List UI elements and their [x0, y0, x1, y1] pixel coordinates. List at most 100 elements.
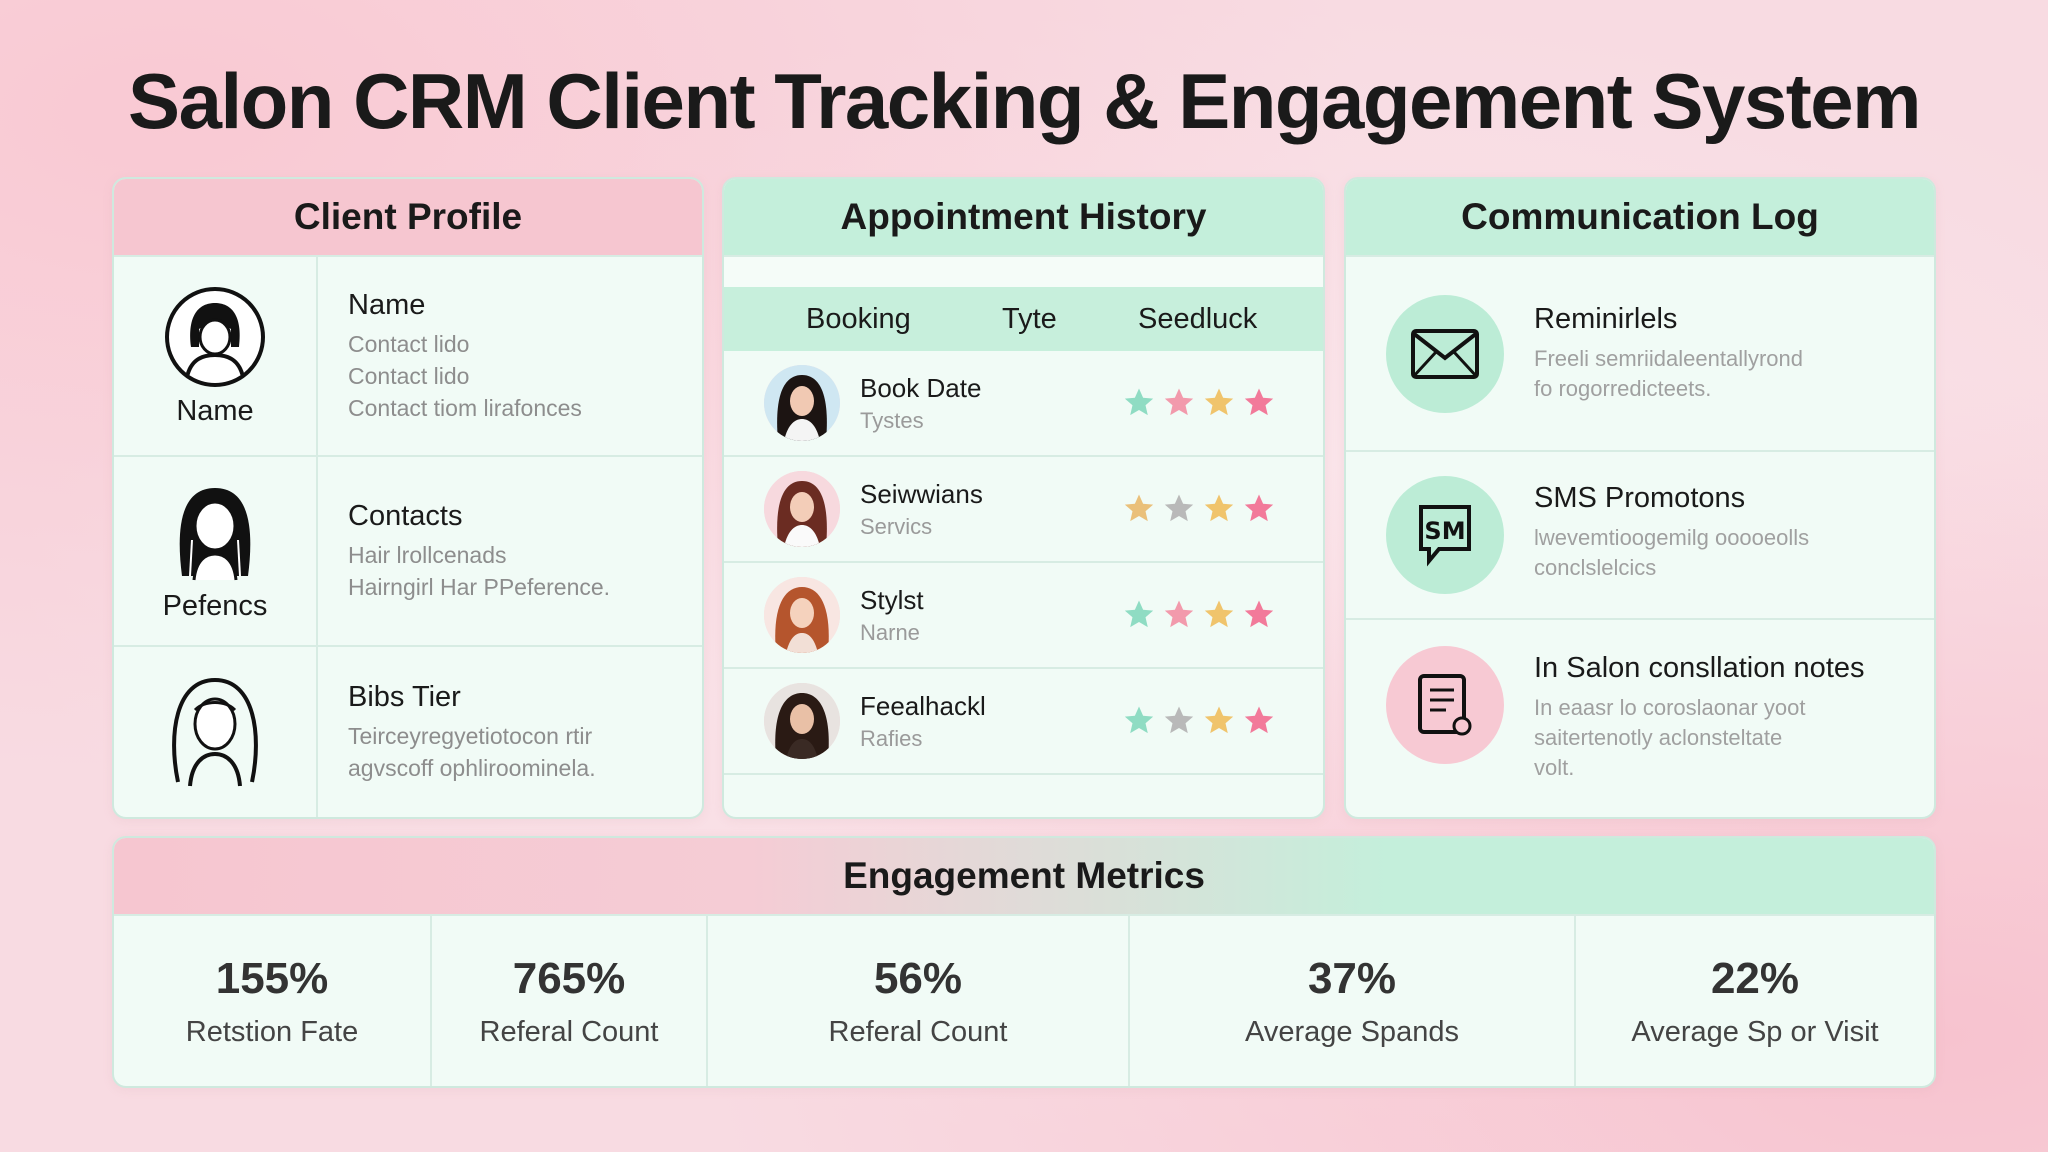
appointment-text: Book Date Tystes [860, 373, 981, 434]
client-field-title: Contacts [348, 499, 463, 532]
woman-long-hair-icon [179, 487, 251, 580]
log-item-reminders[interactable]: Reminirlels Freeli semriidaleentallyrond… [1346, 257, 1934, 452]
log-item-text: Reminirlels Freeli semriidaleentallyrond… [1534, 303, 1914, 404]
metric-card: 22% Average Sp or Visit [1576, 916, 1934, 1086]
sms-icon: SM [1386, 476, 1504, 594]
page-title: Salon CRM Client Tracking & Engagement S… [128, 57, 1921, 145]
client-field-line: Hair lrollcenads [348, 541, 507, 568]
star-icon[interactable] [1202, 386, 1236, 420]
engagement-metrics-header: Engagement Metrics [114, 838, 1934, 916]
client-avatar-caption: Pefencs [162, 589, 268, 622]
client-field-title: Name [348, 288, 426, 321]
notes-icon [1386, 646, 1504, 764]
metric-value: 37% [1307, 953, 1397, 1003]
metric-value: 765% [512, 953, 626, 1003]
woman-outline-icon [172, 677, 258, 787]
appointment-title: Feealhackl [860, 690, 986, 721]
star-icon[interactable] [1122, 704, 1156, 738]
avatar [764, 365, 840, 441]
client-info: Name Contact lido Contact lido Contact t… [318, 257, 702, 455]
appointment-title: Book Date [860, 372, 982, 403]
star-icon[interactable] [1242, 704, 1276, 738]
log-item-line: fo rogorredicteets. [1534, 376, 1712, 401]
metric-card: 155% Retstion Fate [114, 916, 432, 1086]
communication-log-panel: Communication Log Reminirlels Freeli sem… [1344, 177, 1936, 819]
appointment-sub: Narne [860, 619, 920, 645]
client-avatar-cell [114, 647, 318, 817]
client-field-line: agvscoff ophliroominela. [348, 754, 596, 781]
woman-short-hair-icon [165, 286, 265, 387]
communication-log-header: Communication Log [1346, 179, 1934, 257]
log-item-line: lwevemtioogemilg ooooeolls [1534, 525, 1810, 550]
envelope-icon [1386, 295, 1504, 413]
client-field-line: Contact lido [348, 330, 470, 357]
client-field-title: Bibs Tier [348, 680, 461, 713]
star-icon[interactable] [1202, 704, 1236, 738]
star-rating[interactable] [1122, 598, 1276, 632]
column-header-type[interactable]: Tyte [1002, 302, 1057, 335]
log-item-line: In eaasr lo coroslaonar yoot [1534, 695, 1806, 720]
table-row[interactable]: Seiwwians Servics [724, 457, 1323, 563]
avatar [764, 577, 840, 653]
log-item-title: SMS Promotons [1534, 482, 1746, 514]
client-avatar-cell: Pefencs [114, 457, 318, 645]
star-icon[interactable] [1202, 598, 1236, 632]
appointment-text: Stylst Narne [860, 585, 924, 646]
column-header-booking[interactable]: Booking [806, 302, 911, 335]
star-rating[interactable] [1122, 492, 1276, 526]
log-item-text: In Salon consllation notes In eaasr lo c… [1534, 652, 1914, 783]
client-profile-header: Client Profile [114, 179, 702, 257]
table-spacer [724, 257, 1323, 287]
log-item-line: saitertenotly aclonsteltate [1534, 725, 1783, 750]
metric-card: 765% Referal Count [432, 916, 708, 1086]
log-item-notes[interactable]: In Salon consllation notes In eaasr lo c… [1346, 620, 1934, 815]
column-header-feedback[interactable]: Seedluck [1138, 302, 1258, 335]
metric-label: Average Spands [1245, 1015, 1459, 1048]
star-icon[interactable] [1162, 704, 1196, 738]
star-icon[interactable] [1202, 492, 1236, 526]
metric-label: Referal Count [479, 1015, 659, 1048]
metric-card: 56% Referal Count [708, 916, 1130, 1086]
star-icon[interactable] [1122, 386, 1156, 420]
client-profile-row-tier: Bibs Tier Teirceyregyetiotocon rtir agvs… [114, 647, 702, 817]
star-icon[interactable] [1162, 386, 1196, 420]
metric-label: Retstion Fate [185, 1015, 359, 1048]
star-rating[interactable] [1122, 704, 1276, 738]
client-avatar-caption: Name [176, 394, 254, 427]
star-icon[interactable] [1162, 492, 1196, 526]
star-icon[interactable] [1242, 386, 1276, 420]
avatar [764, 683, 840, 759]
appointment-sub: Servics [860, 513, 933, 539]
metric-value: 155% [215, 953, 329, 1003]
appointment-title: Stylst [860, 584, 924, 615]
log-item-title: Reminirlels [1534, 303, 1678, 335]
table-row[interactable]: Book Date Tystes [724, 351, 1323, 457]
log-item-title: In Salon consllation notes [1534, 652, 1865, 684]
client-field-line: Hairngirl Har PPeference. [348, 573, 611, 600]
metrics-row: 155% Retstion Fate 765% Referal Count 56… [114, 916, 1934, 1086]
log-item-sms[interactable]: SM SMS Promotons lwevemtioogemilg ooooeo… [1346, 452, 1934, 620]
client-field-line: Contact lido [348, 362, 470, 389]
appointment-history-panel: Appointment History Booking Tyte Seedluc… [722, 177, 1325, 819]
appointment-table-header: Booking Tyte Seedluck [724, 287, 1323, 351]
appointment-text: Seiwwians Servics [860, 479, 983, 540]
star-icon[interactable] [1122, 598, 1156, 632]
table-row[interactable]: Stylst Narne [724, 563, 1323, 669]
client-profile-panel: Client Profile Name Name Contact lido Co… [112, 177, 704, 819]
star-icon[interactable] [1122, 492, 1156, 526]
log-item-line: Freeli semriidaleentallyrond [1534, 346, 1804, 371]
appointment-sub: Rafies [860, 725, 923, 751]
engagement-metrics-panel: Engagement Metrics 155% Retstion Fate 76… [112, 836, 1936, 1088]
client-field-line: Contact tiom lirafonces [348, 394, 582, 421]
appointment-title: Seiwwians [860, 478, 983, 509]
star-icon[interactable] [1242, 492, 1276, 526]
metric-value: 22% [1710, 953, 1800, 1003]
star-rating[interactable] [1122, 386, 1276, 420]
client-avatar-cell: Name [114, 257, 318, 455]
table-row[interactable]: Feealhackl Rafies [724, 669, 1323, 775]
star-icon[interactable] [1162, 598, 1196, 632]
log-item-line: conclslelcics [1534, 555, 1657, 580]
log-item-line: volt. [1534, 755, 1575, 780]
star-icon[interactable] [1242, 598, 1276, 632]
metric-label: Referal Count [828, 1015, 1008, 1048]
